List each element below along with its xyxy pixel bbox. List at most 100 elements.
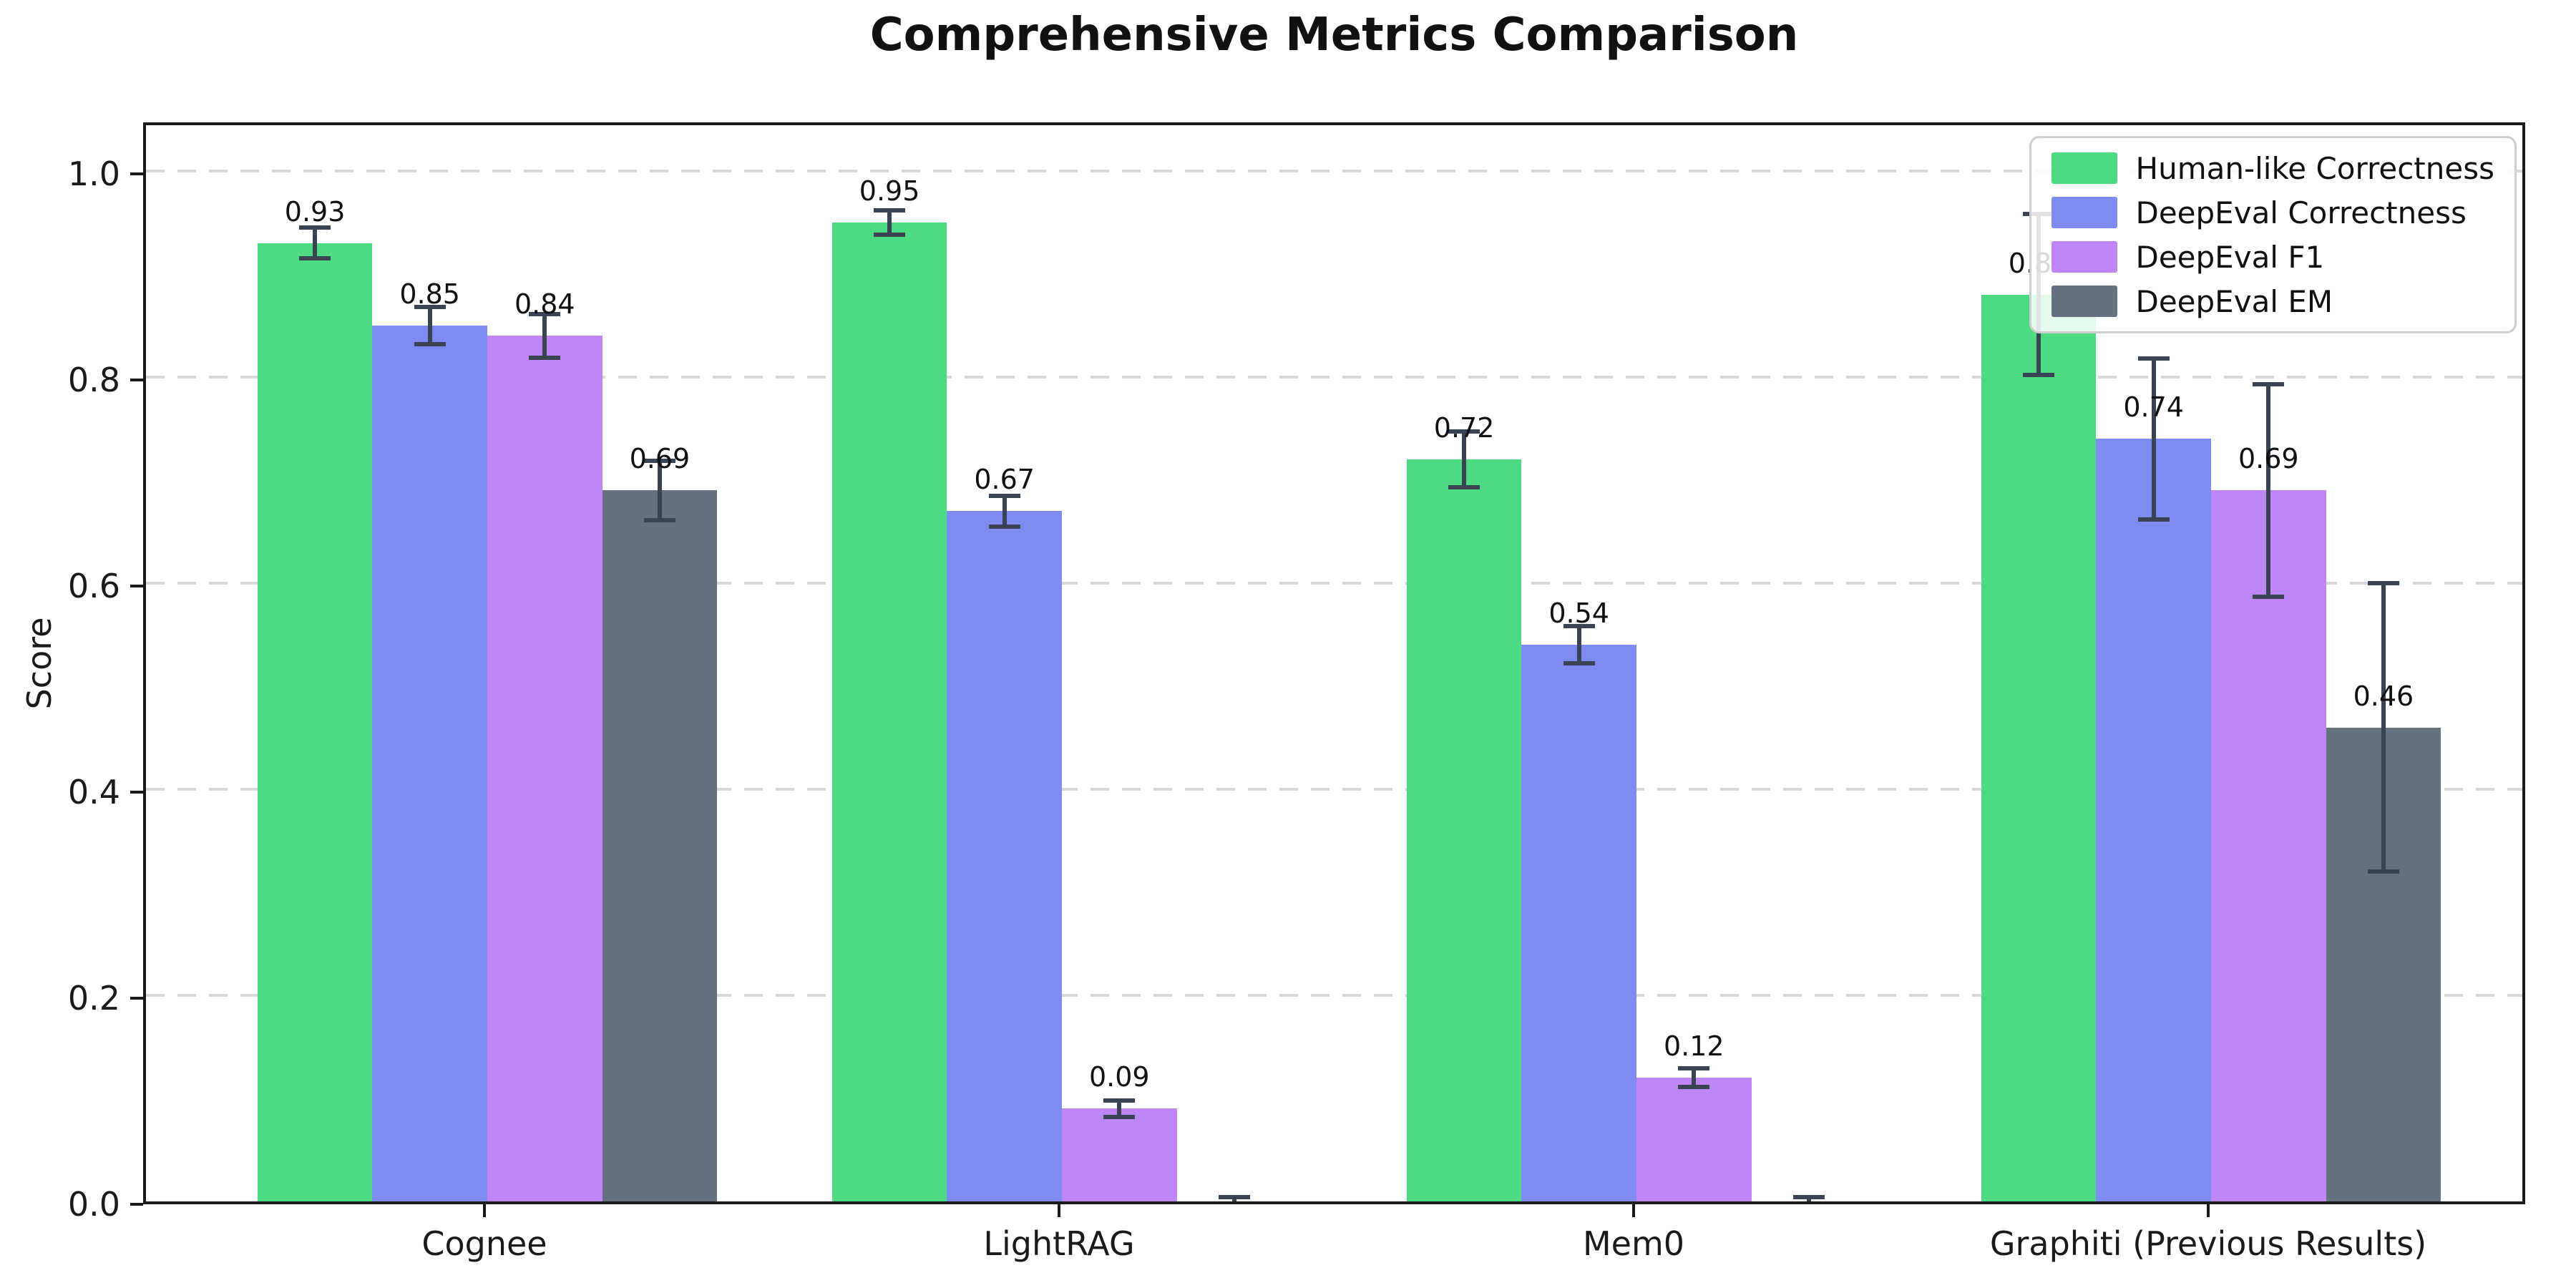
error-bar-cap-top xyxy=(1792,1195,1825,1200)
legend: Human-like Correctness DeepEval Correctne… xyxy=(2029,136,2517,333)
error-bar-cap-top xyxy=(874,208,906,213)
error-bar-cap-bottom xyxy=(643,518,675,523)
error-bar-stem-lightrag-deepeval-correctness xyxy=(1002,495,1007,527)
y-tick-mark-0.8 xyxy=(130,379,143,381)
value-label-graphiti-previous-results-deepeval-f1: 0.69 xyxy=(2238,443,2299,475)
y-tick-mark-0.2 xyxy=(130,997,143,1000)
value-label-graphiti-previous-results-deepeval-em: 0.46 xyxy=(2353,680,2414,712)
legend-label-deepeval-f1: DeepEval F1 xyxy=(2135,239,2325,275)
error-bar-cap-bottom xyxy=(1563,661,1595,666)
error-bar-cap-bottom xyxy=(2023,373,2055,378)
bar-graphiti-previous-results-deepeval-f1 xyxy=(2211,490,2326,1201)
error-bar-cap-top xyxy=(643,458,675,463)
bar-mem0-human-like-correctness xyxy=(1406,459,1522,1201)
gridline-0.4 xyxy=(146,788,2522,791)
value-label-cognee-deepeval-correctness: 0.85 xyxy=(399,278,460,310)
x-tick-mark-mem0 xyxy=(1632,1204,1635,1217)
value-label-cognee-deepeval-f1: 0.84 xyxy=(514,288,575,321)
error-bar-stem-cognee-deepeval-f1 xyxy=(542,314,547,358)
legend-item-human-like-correctness: Human-like Correctness xyxy=(2051,150,2495,187)
error-bar-stem-graphiti-previous-results-deepeval-em xyxy=(2381,583,2386,872)
value-label-mem0-deepeval-correctness: 0.54 xyxy=(1548,597,1609,630)
bar-cognee-deepeval-em xyxy=(602,490,718,1201)
error-bar-cap-top xyxy=(1218,1195,1250,1200)
error-bar-cap-top xyxy=(988,493,1020,498)
bar-lightrag-human-like-correctness xyxy=(831,223,947,1201)
error-bar-stem-lightrag-human-like-correctness xyxy=(887,210,892,235)
chart-title: Comprehensive Metrics Comparison xyxy=(869,9,1799,62)
legend-swatch-deepeval-correctness xyxy=(2051,197,2117,228)
bar-graphiti-previous-results-human-like-correctness xyxy=(1981,294,2097,1201)
value-label-mem0-human-like-correctness: 0.72 xyxy=(1433,412,1495,444)
y-tick-mark-1.0 xyxy=(130,172,143,175)
error-bar-cap-top xyxy=(2137,356,2170,361)
bar-lightrag-deepeval-f1 xyxy=(1062,1108,1177,1201)
bar-cognee-deepeval-correctness xyxy=(372,326,487,1201)
legend-label-deepeval-correctness: DeepEval Correctness xyxy=(2135,195,2467,230)
x-tick-label-graphiti-previous-results: Graphiti (Previous Results) xyxy=(1989,1224,2427,1263)
error-bar-stem-mem0-human-like-correctness xyxy=(1462,431,1467,488)
error-bar-cap-top xyxy=(1678,1066,1710,1071)
error-bar-cap-bottom xyxy=(1448,485,1480,490)
gridline-1 xyxy=(146,170,2522,172)
error-bar-cap-top xyxy=(2367,581,2399,585)
bar-mem0-deepeval-f1 xyxy=(1636,1078,1752,1201)
x-tick-mark-lightrag xyxy=(1058,1204,1060,1217)
error-bar-stem-mem0-deepeval-correctness xyxy=(1576,626,1581,664)
bar-graphiti-previous-results-deepeval-correctness xyxy=(2096,439,2211,1201)
legend-label-human-like-correctness: Human-like Correctness xyxy=(2135,150,2495,186)
plot-area: Human-like Correctness DeepEval Correctne… xyxy=(143,122,2525,1204)
error-bar-cap-bottom xyxy=(874,233,906,238)
gridline-0.8 xyxy=(146,376,2522,379)
legend-swatch-deepeval-em xyxy=(2051,286,2117,317)
bar-cognee-deepeval-f1 xyxy=(487,336,602,1201)
legend-swatch-human-like-correctness xyxy=(2051,152,2117,184)
error-bar-cap-top xyxy=(299,225,331,230)
bar-lightrag-deepeval-correctness xyxy=(947,511,1062,1201)
x-tick-label-lightrag: LightRAG xyxy=(983,1224,1135,1263)
x-tick-label-cognee: Cognee xyxy=(421,1224,547,1263)
x-tick-mark-graphiti-previous-results xyxy=(2207,1204,2210,1217)
error-bar-cap-bottom xyxy=(2367,869,2399,874)
legend-label-deepeval-em: DeepEval EM xyxy=(2135,283,2333,319)
legend-item-deepeval-f1: DeepEval F1 xyxy=(2051,238,2495,275)
error-bar-cap-bottom xyxy=(414,341,446,346)
y-tick-label-0.2: 0.2 xyxy=(67,979,120,1018)
error-bar-cap-top xyxy=(414,305,446,310)
x-tick-label-mem0: Mem0 xyxy=(1582,1224,1685,1263)
error-bar-cap-bottom xyxy=(988,524,1020,529)
error-bar-stem-cognee-human-like-correctness xyxy=(313,228,318,259)
error-bar-stem-cognee-deepeval-em xyxy=(657,460,662,521)
value-label-cognee-human-like-correctness: 0.93 xyxy=(284,195,346,228)
legend-item-deepeval-correctness: DeepEval Correctness xyxy=(2051,194,2495,231)
y-tick-mark-0.4 xyxy=(130,791,143,794)
error-bar-cap-bottom xyxy=(299,256,331,261)
x-tick-mark-cognee xyxy=(483,1204,486,1217)
y-axis-label: Score xyxy=(20,617,59,710)
bar-cognee-human-like-correctness xyxy=(257,243,373,1201)
error-bar-stem-graphiti-previous-results-deepeval-f1 xyxy=(2266,384,2271,597)
error-bar-stem-cognee-deepeval-correctness xyxy=(427,307,432,344)
y-tick-mark-0.0 xyxy=(130,1203,143,1206)
gridline-0.6 xyxy=(146,582,2522,585)
y-tick-label-0.6: 0.6 xyxy=(67,567,120,605)
value-label-lightrag-human-like-correctness: 0.95 xyxy=(859,175,920,207)
error-bar-cap-bottom xyxy=(2253,594,2285,599)
error-bar-cap-bottom xyxy=(1678,1085,1710,1090)
value-label-graphiti-previous-results-deepeval-correctness: 0.74 xyxy=(2123,391,2184,424)
y-tick-label-1.0: 1.0 xyxy=(67,155,120,193)
value-label-cognee-deepeval-em: 0.69 xyxy=(629,443,691,475)
error-bar-stem-graphiti-previous-results-deepeval-correctness xyxy=(2151,358,2156,519)
y-tick-label-0.0: 0.0 xyxy=(67,1185,120,1224)
value-label-lightrag-deepeval-correctness: 0.67 xyxy=(974,464,1035,496)
error-bar-cap-top xyxy=(2253,382,2285,387)
value-label-lightrag-deepeval-f1: 0.09 xyxy=(1088,1061,1150,1093)
error-bar-cap-top xyxy=(1563,624,1595,629)
y-tick-mark-0.6 xyxy=(130,585,143,587)
legend-swatch-deepeval-f1 xyxy=(2051,241,2117,273)
value-label-mem0-deepeval-f1: 0.12 xyxy=(1663,1030,1724,1063)
error-bar-cap-top xyxy=(1103,1098,1136,1103)
bar-mem0-deepeval-correctness xyxy=(1521,645,1636,1201)
error-bar-cap-bottom xyxy=(529,355,561,360)
